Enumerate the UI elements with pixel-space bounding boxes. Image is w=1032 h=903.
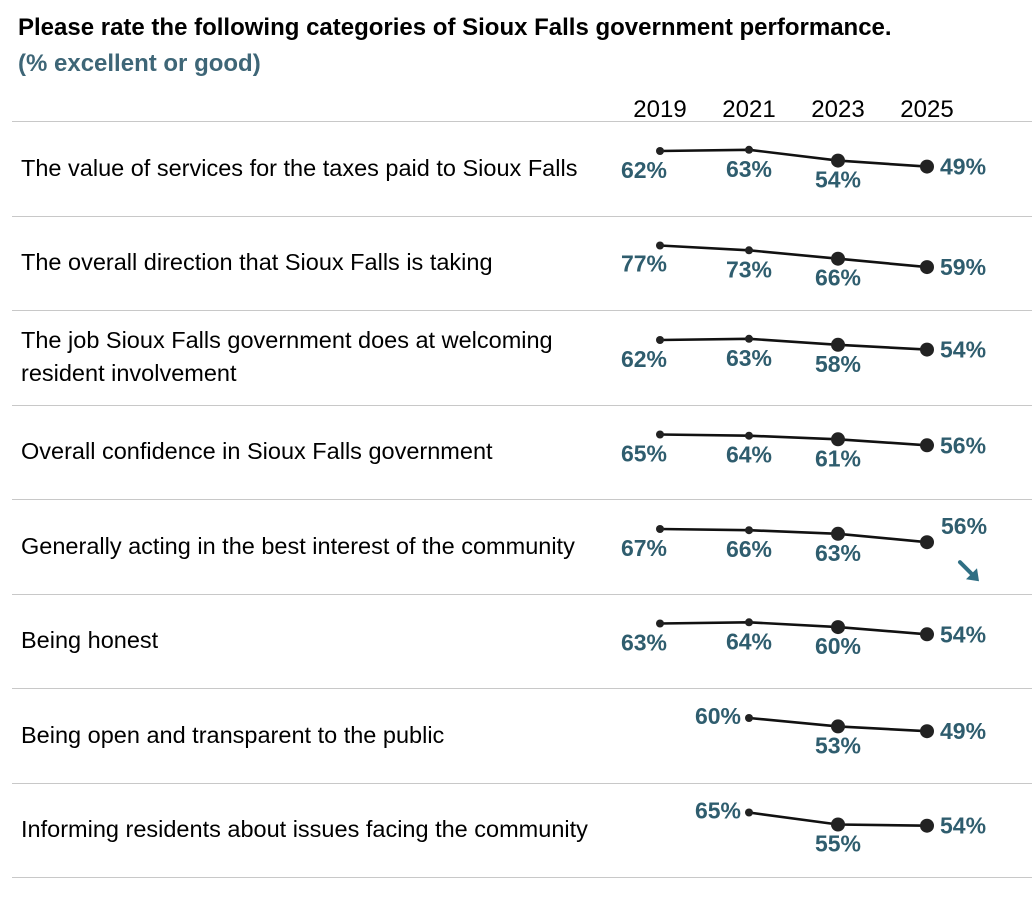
data-point [831,153,845,168]
data-label: 66% [815,265,861,291]
row-label: The value of services for the taxes paid… [21,154,578,181]
data-label: 64% [726,442,772,468]
data-point [656,525,664,533]
data-point [920,535,934,550]
row-divider [12,121,1032,122]
data-label: 66% [726,536,772,562]
row-label: Overall confidence in Sioux Falls govern… [21,438,493,465]
data-point [920,159,934,174]
data-point [920,724,934,739]
data-point [656,619,664,628]
data-point [745,526,753,535]
year-label-2021: 2021 [722,96,776,123]
trend-down-arrow-icon [958,560,979,582]
data-label: 53% [815,732,861,758]
data-label: 58% [815,351,861,377]
row-divider [12,404,1032,406]
data-point [920,438,934,453]
data-label: 56% [941,513,987,539]
row-divider [12,215,1032,217]
data-label: 60% [815,633,861,659]
data-point [831,432,845,447]
row-divider [12,782,1032,784]
data-point [656,336,664,344]
year-label-2023: 2023 [811,96,865,123]
data-label: 73% [726,256,772,282]
data-label: 77% [621,251,667,277]
data-point [831,337,845,352]
data-point [920,818,934,833]
data-label: 63% [726,345,772,371]
data-point [745,145,753,154]
row-label: Being honest [21,627,159,654]
data-label: 54% [940,813,986,839]
data-label: 63% [621,630,667,656]
series-line [659,337,928,351]
data-label: 60% [695,703,741,729]
series-line [659,620,928,636]
data-label: 67% [621,535,667,561]
row-label: The overall direction that Sioux Falls i… [21,249,493,276]
data-label: 59% [940,254,986,280]
data-label: 63% [815,540,861,566]
data-label: 61% [815,445,861,471]
row-divider [12,310,1032,311]
series-line [659,148,928,168]
data-label: 55% [815,831,861,857]
data-point [831,526,845,541]
data-point [745,618,753,627]
year-label-2019: 2019 [633,96,687,123]
data-label: 62% [621,157,667,183]
data-label: 54% [940,621,986,647]
row-label: Informing residents about issues facing … [21,816,588,843]
data-point [831,817,845,832]
chart-title: Please rate the following categories of … [18,14,892,41]
data-point [831,251,845,266]
data-point [745,246,753,255]
data-label: 49% [940,154,986,180]
data-label: 63% [726,156,772,182]
data-label: 65% [621,441,667,467]
data-point [831,719,845,734]
data-label: 65% [695,798,741,824]
row-divider [12,593,1032,595]
series-line [659,433,928,447]
data-point [831,620,845,635]
row-divider [12,877,1032,878]
row-divider [12,688,1032,689]
data-point [745,334,753,343]
chart-subtitle: (% excellent or good) [18,50,261,77]
data-point [656,241,664,250]
data-label: 54% [815,167,861,193]
series-line [659,527,928,544]
year-label-2025: 2025 [900,96,954,123]
data-point [656,430,664,439]
row-label: Being open and transparent to the public [21,721,445,748]
row-label: The job Sioux Falls government does at w… [21,327,553,387]
data-point [920,342,934,357]
data-point [745,808,753,817]
data-point [920,260,934,275]
data-label: 54% [940,337,986,363]
data-label: 64% [726,628,772,654]
data-point [745,431,753,440]
data-label: 56% [940,432,986,458]
data-point [745,714,753,722]
data-label: 49% [940,718,986,744]
series-line [659,244,928,269]
row-divider [12,499,1032,500]
data-label: 62% [621,346,667,372]
data-point [920,627,934,642]
data-point [656,147,664,155]
row-label: Generally acting in the best interest of… [21,532,575,559]
